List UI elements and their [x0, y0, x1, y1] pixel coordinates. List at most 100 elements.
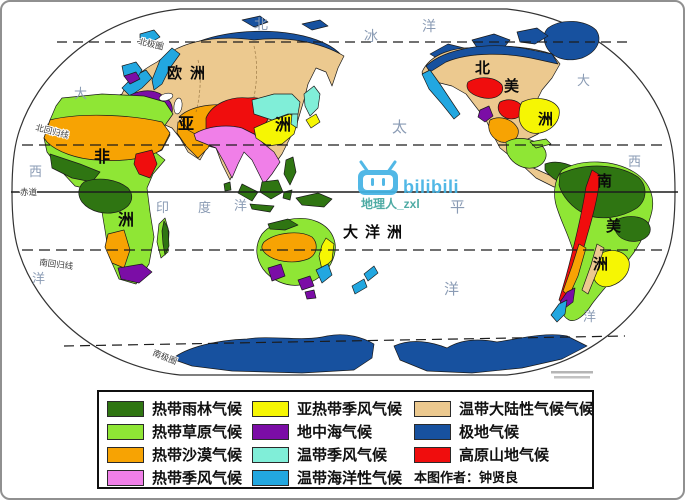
- oceania-label: 大洋洲: [343, 223, 409, 241]
- legend-swatch-savanna: [107, 423, 144, 440]
- equator-label: 赤道: [20, 187, 38, 197]
- madagascar-east: [161, 220, 170, 256]
- norway-coast-oceanic: [151, 47, 181, 91]
- pacific-ocean-label: 太: [392, 119, 407, 136]
- south-america-label: 洲: [593, 256, 608, 273]
- indian-ocean-label: 印: [156, 200, 169, 215]
- tasmania: [304, 289, 317, 300]
- latitude-lines: [11, 41, 678, 347]
- watermark: bilibili 地理人_zxl: [358, 160, 459, 211]
- iceland: [139, 29, 161, 44]
- legend-label-trop_monsoon: 热带季风气候: [152, 470, 243, 487]
- country-borders: [195, 45, 257, 113]
- landmasses: [43, 15, 654, 374]
- arctic-ocean-label: 冰: [364, 29, 378, 45]
- legend-label-savanna: 热带草原气候: [152, 424, 243, 441]
- legend-swatch-continental: [414, 400, 451, 417]
- legend-item-oceanic: 温带海洋性气候: [252, 466, 414, 489]
- atlantic-ocean-west-label: 大: [74, 86, 87, 101]
- arctic-ocean-label: 北: [254, 17, 268, 33]
- north-america-landmass: [421, 46, 569, 188]
- antarctic-circle-line: [63, 335, 626, 347]
- asia-label: 亚: [178, 115, 194, 133]
- legend-item-subtrop: 亚热带季风气候: [252, 397, 414, 420]
- legend-item-trop_monsoon: 热带季风气候: [107, 466, 252, 489]
- pacific-ocean-label: 平: [450, 200, 465, 216]
- australia-north-coast: [267, 218, 299, 231]
- europe-label: 欧洲: [167, 64, 213, 82]
- legend-swatch-desert: [107, 446, 144, 463]
- north-america-label: 洲: [538, 111, 553, 128]
- north-america-label: 北: [475, 60, 490, 77]
- south-america-label: 美: [606, 217, 622, 235]
- greenland: [543, 21, 600, 61]
- congo-rainforest: [78, 178, 133, 214]
- legend-label-rainforest: 热带雨林气候: [152, 401, 243, 418]
- africa-label: 洲: [118, 211, 134, 229]
- ethiopia-highlands: [133, 149, 158, 179]
- fine-print: [551, 371, 593, 379]
- patagonia: [581, 243, 605, 295]
- legend-swatch-temp_monsoon: [252, 446, 289, 463]
- legend-item-continental: 温带大陆性气候气候: [414, 397, 594, 420]
- legend-item-polar: 极地气候: [414, 420, 594, 443]
- southeast-us-subtropical: [518, 98, 560, 134]
- legend-box: 热带雨林气候 亚热带季风气候 温带大陆性气候气候热带草原气候 地中海气候 极地气候热带沙…: [97, 390, 594, 489]
- legend-swatch-polar: [414, 423, 451, 440]
- brazil-east-rainforest: [614, 216, 651, 242]
- india-southeast-asia-monsoon: [193, 125, 281, 185]
- continent-labels: 欧洲 亚 洲 非 洲 北 美 洲 南 美 洲 大洋洲: [94, 60, 622, 273]
- south-africa-tip: [117, 263, 153, 284]
- legend-item-plateau: 高原山地气候: [414, 443, 594, 466]
- legend-item-mediterranean: 地中海气候: [252, 420, 414, 443]
- atlantic-ocean-east-label: 西: [628, 154, 641, 169]
- atlantic-ocean-west-label: 洋: [32, 271, 45, 286]
- indian-ocean-label: 度: [198, 200, 211, 215]
- legend-author: 本图作者：钟贤良: [414, 470, 519, 485]
- caspian-sea: [173, 97, 183, 115]
- south-america-label: 南: [597, 172, 612, 190]
- north-america-label: 美: [504, 77, 520, 95]
- black-sea: [158, 92, 174, 102]
- bilibili-brand-text: bilibili: [403, 177, 459, 197]
- legend-swatch-mediterranean: [252, 423, 289, 440]
- antarctica-east: [393, 334, 588, 374]
- new-zealand: [351, 265, 379, 295]
- legend-item-rainforest: 热带雨林气候: [107, 397, 252, 420]
- pacific-northwest-oceanic: [421, 69, 461, 120]
- legend-label-desert: 热带沙漠气候: [152, 447, 243, 464]
- japan-south: [305, 113, 321, 129]
- japan-north: [303, 85, 321, 117]
- legend-item-temp_monsoon: 温带季风气候: [252, 443, 414, 466]
- legend-swatch-trop_monsoon: [107, 469, 144, 486]
- legend-label-polar: 极地气候: [459, 424, 520, 441]
- legend-label-plateau: 高原山地气候: [459, 447, 550, 464]
- legend-swatch-plateau: [414, 446, 451, 463]
- legend-label-subtrop: 亚热带季风气候: [297, 401, 403, 418]
- southeast-asia-islands: [237, 156, 333, 213]
- rocky-mountains: [466, 77, 524, 120]
- asia-label: 洲: [275, 116, 291, 134]
- australia-south-mediterranean: [267, 263, 315, 291]
- atlantic-ocean-west-label: 西: [29, 164, 42, 179]
- australia-southeast-oceanic: [315, 263, 333, 284]
- chile-south-oceanic: [550, 299, 568, 323]
- legend-label-oceanic: 温带海洋性气候: [297, 470, 403, 487]
- legend-swatch-oceanic: [252, 469, 289, 486]
- world-map: 北极圈 北回归线 赤道 南回归线 南极圈 北 冰 洋 太 平 洋 印 度 洋 大…: [11, 8, 678, 379]
- britain-south-mediterranean: [123, 71, 141, 85]
- watermark-username: 地理人_zxl: [361, 196, 420, 211]
- legend-item-desert: 热带沙漠气候: [107, 443, 252, 466]
- africa-label: 非: [94, 147, 110, 166]
- atlantic-ocean-east-label: 洋: [583, 309, 596, 324]
- northeast-asia-temperate-monsoon: [251, 93, 301, 129]
- sri-lanka: [223, 181, 232, 192]
- legend-label-continental: 温带大陆性气候气候: [459, 401, 595, 418]
- indian-ocean-label: 洋: [234, 198, 247, 213]
- legend-label-temp_monsoon: 温带季风气候: [297, 447, 388, 464]
- cuba: [529, 138, 552, 149]
- arctic-ocean-label: 洋: [422, 19, 436, 35]
- california-mediterranean: [477, 105, 494, 123]
- ocean-labels: 北 冰 洋 太 平 洋 印 度 洋 大 西 洋 大 西 洋: [29, 17, 641, 324]
